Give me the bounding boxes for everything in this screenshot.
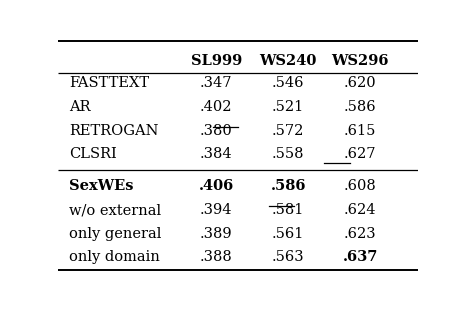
- Text: SL999: SL999: [190, 54, 241, 68]
- Text: only general: only general: [69, 227, 161, 241]
- Text: .388: .388: [200, 251, 232, 264]
- Text: .384: .384: [200, 147, 232, 161]
- Text: .624: .624: [343, 203, 375, 217]
- Text: .561: .561: [271, 227, 304, 241]
- Text: FASTTEXT: FASTTEXT: [69, 76, 149, 90]
- Text: .402: .402: [200, 100, 232, 114]
- Text: WS240: WS240: [259, 54, 316, 68]
- Text: .347: .347: [200, 76, 232, 90]
- Text: .627: .627: [343, 147, 375, 161]
- Text: AR: AR: [69, 100, 90, 114]
- Text: .581: .581: [271, 203, 304, 217]
- Text: .546: .546: [271, 76, 304, 90]
- Text: .389: .389: [200, 227, 232, 241]
- Text: .572: .572: [271, 123, 304, 138]
- Text: .608: .608: [343, 179, 375, 193]
- Text: .637: .637: [342, 251, 377, 264]
- Text: .563: .563: [271, 251, 304, 264]
- Text: WS296: WS296: [331, 54, 388, 68]
- Text: .586: .586: [270, 179, 305, 193]
- Text: .558: .558: [271, 147, 304, 161]
- Text: .394: .394: [200, 203, 232, 217]
- Text: .620: .620: [343, 76, 375, 90]
- Text: SexWEs: SexWEs: [69, 179, 133, 193]
- Text: .586: .586: [343, 100, 375, 114]
- Text: .521: .521: [271, 100, 304, 114]
- Text: w/o external: w/o external: [69, 203, 161, 217]
- Text: .380: .380: [200, 123, 232, 138]
- Text: .623: .623: [343, 227, 375, 241]
- Text: CLSRI: CLSRI: [69, 147, 116, 161]
- Text: .406: .406: [198, 179, 233, 193]
- Text: .615: .615: [343, 123, 375, 138]
- Text: only domain: only domain: [69, 251, 159, 264]
- Text: RETROGAN: RETROGAN: [69, 123, 158, 138]
